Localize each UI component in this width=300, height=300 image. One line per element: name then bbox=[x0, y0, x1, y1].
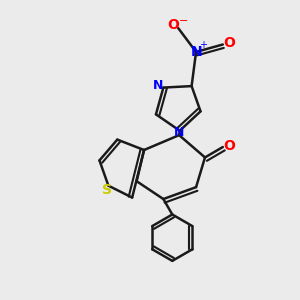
Text: −: − bbox=[179, 16, 188, 26]
Text: +: + bbox=[200, 40, 208, 50]
Text: O: O bbox=[167, 18, 179, 32]
Text: N: N bbox=[153, 79, 163, 92]
Text: O: O bbox=[224, 36, 235, 50]
Text: N: N bbox=[190, 45, 202, 59]
Text: S: S bbox=[102, 183, 112, 197]
Text: O: O bbox=[224, 139, 235, 152]
Text: N: N bbox=[174, 126, 184, 139]
